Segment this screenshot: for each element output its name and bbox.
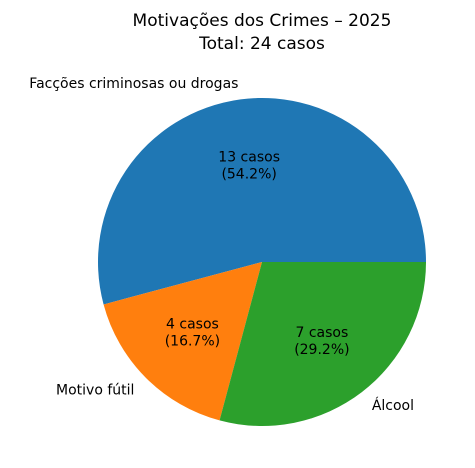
slice-category-label: Facções criminosas ou drogas [29, 76, 238, 92]
slice-percent: (54.2%) [221, 166, 276, 182]
pie-slice-alcool [219, 262, 426, 427]
slice-count: 4 casos [166, 317, 219, 333]
slice-count: 13 casos [218, 149, 280, 165]
slice-value-label: 7 casos (29.2%) [294, 325, 349, 358]
slice-count: 7 casos [296, 325, 349, 341]
slice-percent: (29.2%) [294, 342, 349, 358]
pie-slice-faccoes-criminosas-ou-drogas [97, 97, 427, 305]
slice-category-label: Motivo fútil [56, 383, 134, 399]
pie-slices [97, 97, 427, 427]
pie-labels: 13 casos (54.2%) Facções criminosas ou dro… [29, 76, 414, 414]
chart-title: Motivações dos Crimes – 2025 [133, 11, 392, 31]
slice-value-label: 4 casos (16.7%) [165, 317, 220, 350]
pie-slice-motivo-futil [103, 262, 262, 421]
slice-category-label: Álcool [372, 397, 414, 414]
slice-value-label: 13 casos (54.2%) [218, 149, 280, 182]
chart-subtitle: Total: 24 casos [198, 34, 325, 54]
slice-percent: (16.7%) [165, 334, 220, 350]
